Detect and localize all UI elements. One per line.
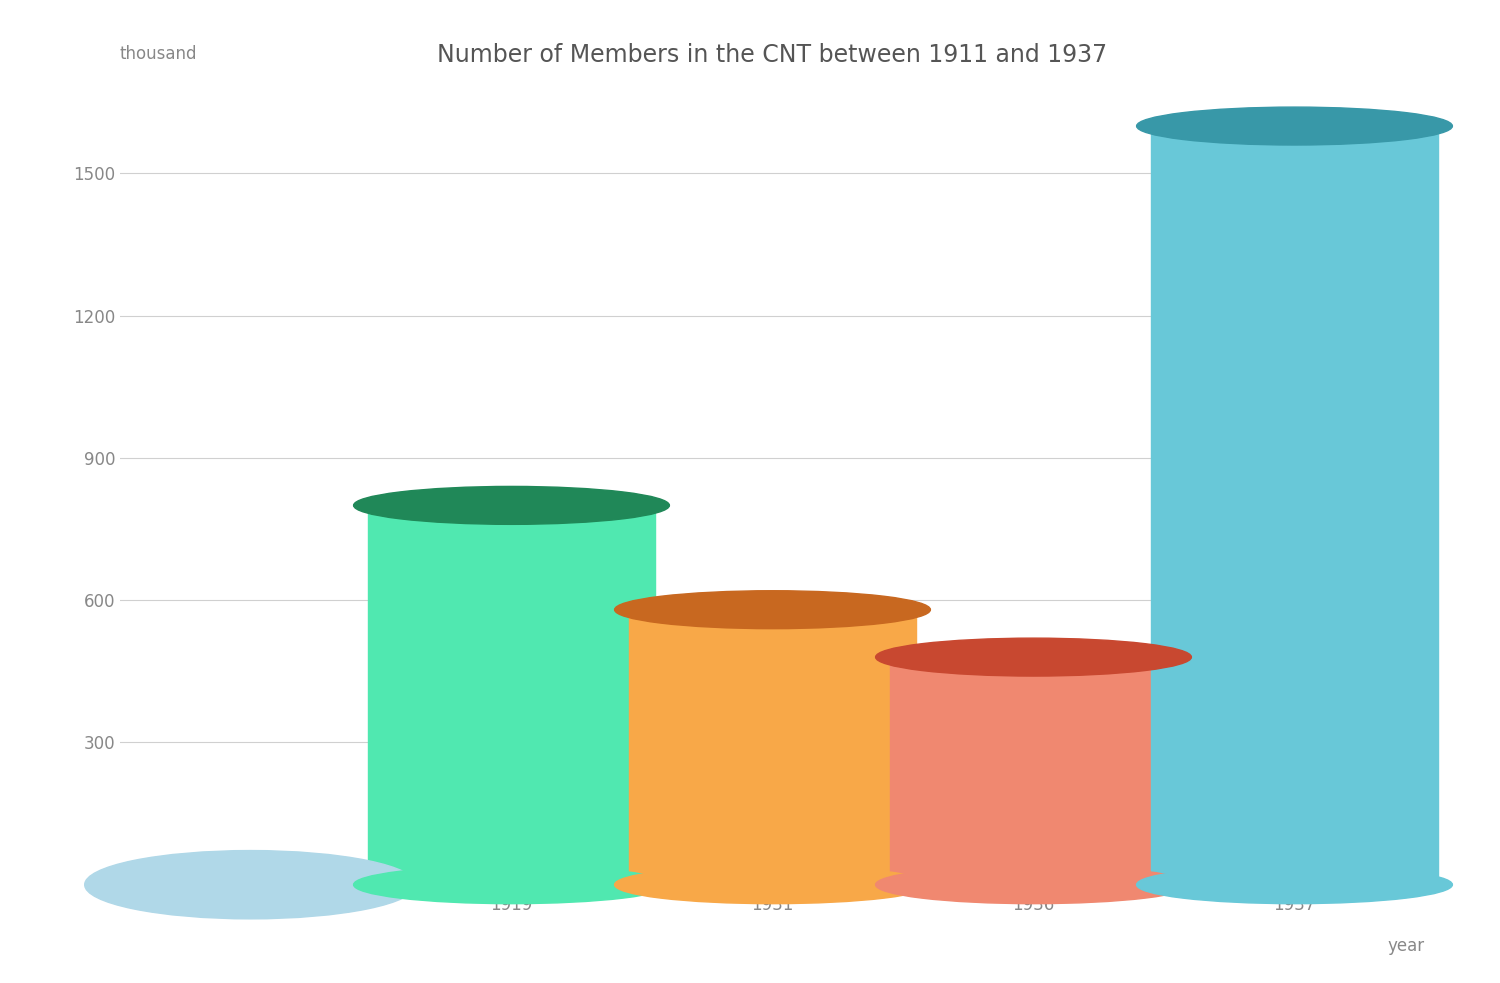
Ellipse shape bbox=[1137, 107, 1452, 145]
Bar bbox=[1150, 126, 1438, 885]
Ellipse shape bbox=[876, 866, 1191, 903]
Ellipse shape bbox=[84, 850, 417, 919]
Ellipse shape bbox=[354, 866, 669, 903]
Title: Number of Members in the CNT between 1911 and 1937: Number of Members in the CNT between 191… bbox=[438, 43, 1107, 67]
Ellipse shape bbox=[876, 638, 1191, 676]
Bar bbox=[628, 609, 916, 885]
Ellipse shape bbox=[615, 591, 930, 629]
Text: year: year bbox=[1388, 937, 1425, 955]
Bar bbox=[890, 657, 1178, 885]
Ellipse shape bbox=[354, 487, 669, 524]
Ellipse shape bbox=[615, 866, 930, 903]
Ellipse shape bbox=[1137, 866, 1452, 903]
Text: thousand: thousand bbox=[120, 44, 198, 63]
Bar bbox=[368, 505, 656, 885]
